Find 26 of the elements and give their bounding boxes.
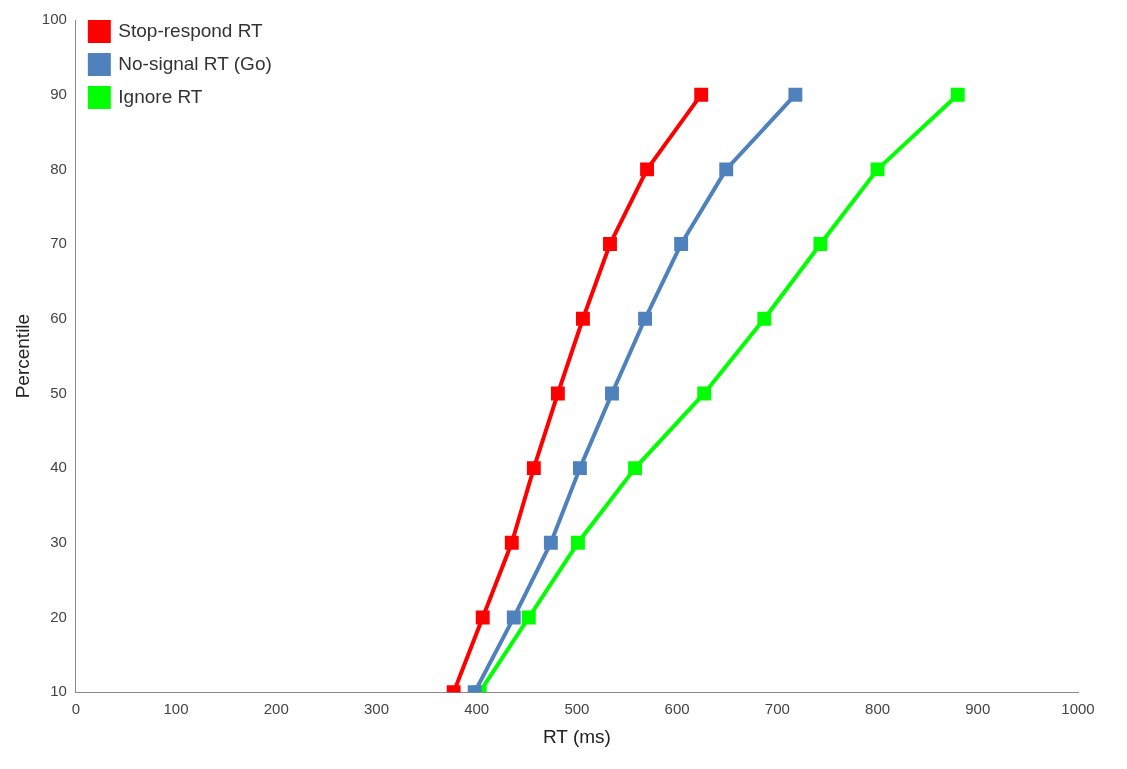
x-tick-label: 200 (263, 700, 289, 718)
x-tick-label: 400 (464, 700, 490, 718)
legend-label: No-signal RT (Go) (118, 52, 272, 74)
y-tick-label: 30 (50, 532, 67, 550)
x-tick-label: 0 (71, 700, 80, 718)
y-tick-label: 90 (50, 84, 67, 102)
y-tick-label: 20 (50, 607, 67, 625)
legend-label: Stop-respond RT (118, 19, 264, 41)
x-tick-label: 600 (664, 700, 690, 718)
y-tick-label: 60 (50, 308, 67, 326)
x-axis-title: RT (ms) (542, 725, 611, 747)
x-tick-label: 700 (764, 700, 790, 718)
y-tick-label: 50 (50, 383, 67, 401)
y-tick-label: 40 (50, 458, 67, 476)
x-tick-label: 1000 (1061, 700, 1095, 718)
x-tick-label: 800 (865, 700, 891, 718)
y-tick-label: 100 (41, 10, 67, 28)
y-axis-title: Percentile (11, 313, 33, 399)
y-tick-label: 70 (50, 234, 67, 252)
x-tick-label: 300 (363, 700, 389, 718)
x-tick-label: 500 (564, 700, 590, 718)
x-tick-label: 100 (163, 700, 189, 718)
y-tick-label: 10 (50, 682, 67, 700)
y-tick-label: 80 (50, 159, 67, 177)
legend-label: Ignore RT (118, 85, 203, 107)
x-tick-label: 900 (965, 700, 991, 718)
